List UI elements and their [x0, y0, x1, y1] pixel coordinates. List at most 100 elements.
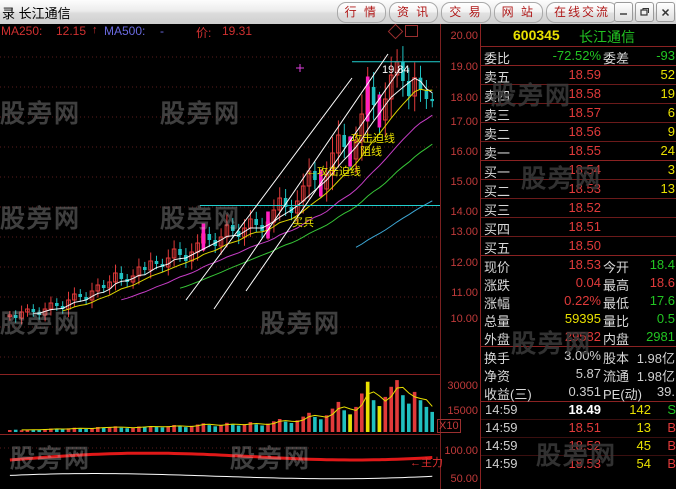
stat-value: 0.351	[568, 384, 601, 399]
stat-value: 0.04	[575, 275, 601, 290]
order-row-buy1: 买一 18.54 3	[481, 161, 676, 180]
y-tick-15: 15.00	[450, 176, 478, 188]
order-label: 买五	[484, 241, 511, 256]
stat-value-2: 39.	[656, 384, 675, 399]
stat-value-2: 18.4	[649, 257, 675, 272]
tick-time: 14:59	[485, 456, 518, 471]
stat-label-2: 最低	[603, 296, 630, 311]
stat-label-2: 今开	[603, 260, 630, 275]
ma500-label: MA500:	[104, 24, 146, 38]
weibi-label: 委比	[484, 51, 511, 66]
order-price: 18.54	[568, 162, 601, 177]
stat-value-2: 1.98亿	[636, 351, 675, 366]
tick-time: 14:59	[485, 420, 518, 435]
minimize-icon[interactable]	[614, 2, 633, 22]
stat-label: 收益(三)	[484, 387, 532, 402]
close-icon[interactable]	[656, 2, 675, 22]
order-price: 18.56	[568, 124, 601, 139]
peak-price-label: 19.84	[382, 64, 410, 76]
order-volume: 6	[667, 105, 675, 120]
y-tick-17: 17.00	[450, 116, 478, 128]
order-price: 18.57	[568, 105, 601, 120]
order-row-buy4: 买四 18.51	[481, 217, 676, 237]
divider	[481, 65, 676, 66]
window-title: 录 长江通信	[2, 6, 71, 21]
divider	[481, 401, 676, 402]
window-controls	[614, 2, 675, 22]
toolbar-button-quotes[interactable]: 行 情	[336, 2, 386, 23]
tick-time: 14:59	[485, 438, 518, 453]
square-icon[interactable]	[405, 25, 418, 37]
tick-row[interactable]: 14:59 18.52 45 B	[481, 437, 676, 455]
order-row-sell5: 卖五 18.59 52	[481, 66, 676, 85]
tick-time: 14:59	[485, 402, 518, 417]
order-label: 买三	[484, 203, 511, 218]
order-price: 18.58	[568, 86, 601, 101]
order-row-buy5: 买五 18.50	[481, 236, 676, 256]
order-label: 卖四	[484, 89, 511, 104]
stat-value-2: 1.98亿	[636, 369, 675, 384]
indicator-tick-50: 50.00	[450, 473, 478, 485]
order-volume: 19	[660, 86, 675, 101]
ma500-value: -	[160, 24, 164, 38]
stat-value: 3.00%	[564, 348, 601, 363]
divider	[481, 255, 676, 256]
y-tick-16: 16.00	[450, 146, 478, 158]
order-price: 18.55	[568, 143, 601, 158]
stat-label-2: 流通	[603, 369, 630, 384]
weicha-value: -93	[656, 48, 675, 63]
y-tick-18: 18.00	[450, 92, 478, 104]
tick-row[interactable]: 14:59 18.51 13 B	[481, 419, 676, 437]
stat-value: 59395	[564, 311, 601, 326]
order-row-sell3: 卖三 18.57 6	[481, 103, 676, 123]
stat-value-2: 0.5	[656, 311, 675, 326]
stat-value: 29582	[564, 329, 601, 344]
order-label: 买一	[484, 165, 511, 180]
volume-tick-30000: 30000	[447, 380, 478, 392]
restore-icon[interactable]	[635, 2, 654, 22]
tick-price: 18.49	[568, 402, 601, 417]
stat-value-2: 18.6	[649, 275, 675, 290]
price-label: 价:	[196, 26, 212, 40]
toolbar-button-online-chat[interactable]: 在线交流	[545, 2, 618, 23]
up-arrow-icon: ↑	[92, 24, 98, 36]
indicator-label-main-force: ←主力	[410, 457, 443, 469]
pane-separator-volume-indicator	[0, 434, 440, 435]
stat-value: 5.87	[575, 366, 601, 381]
stat-row-turnover: 换手 3.00% 股本 1.98亿	[481, 347, 676, 366]
stat-value: 0.22%	[564, 293, 601, 308]
toolbar-button-website[interactable]: 网 站	[493, 2, 543, 23]
stat-row-eps-pe: 收益(三) 0.351 PE(动) 39.	[481, 383, 676, 402]
divider	[481, 160, 676, 161]
stat-label-2: 内盘	[603, 332, 630, 347]
order-row-buy2: 买二 18.53 13	[481, 179, 676, 199]
tick-volume: 142	[629, 402, 651, 417]
order-row-buy3: 买三 18.52	[481, 198, 676, 218]
ma250-value: 12.15	[56, 24, 87, 38]
tick-volume: 13	[636, 420, 651, 435]
chart-area[interactable]: MA250: 12.15 ↑ MA500: - 价: 19.31 20.00 1…	[0, 24, 480, 489]
tick-row[interactable]: 14:59 18.53 54 B	[481, 455, 676, 473]
toolbar-button-news[interactable]: 资 讯	[388, 2, 439, 23]
stat-label: 总量	[484, 314, 511, 329]
order-volume: 13	[660, 181, 675, 196]
order-volume: 24	[660, 143, 675, 158]
tick-direction: B	[667, 456, 676, 471]
order-price: 18.52	[568, 200, 601, 215]
order-label: 买二	[484, 184, 511, 199]
tick-volume: 45	[636, 438, 651, 453]
tick-volume: 54	[636, 456, 651, 471]
tick-direction: B	[667, 438, 676, 453]
candlestick-canvas[interactable]	[0, 24, 480, 489]
annotation-buy-signal: 买兵	[292, 217, 314, 229]
toolbar-button-trade[interactable]: 交 易	[441, 2, 491, 23]
stat-label-2: 量比	[603, 314, 630, 329]
stat-label: 涨跌	[484, 278, 511, 293]
stat-value-2: 17.6	[649, 293, 675, 308]
y-tick-20: 20.00	[450, 30, 478, 42]
y-tick-11: 11.00	[451, 287, 478, 299]
indicator-tick-100: 100.00	[444, 445, 478, 457]
tick-row[interactable]: 14:59 18.49 142 S	[481, 402, 676, 419]
order-price: 18.59	[568, 67, 601, 82]
